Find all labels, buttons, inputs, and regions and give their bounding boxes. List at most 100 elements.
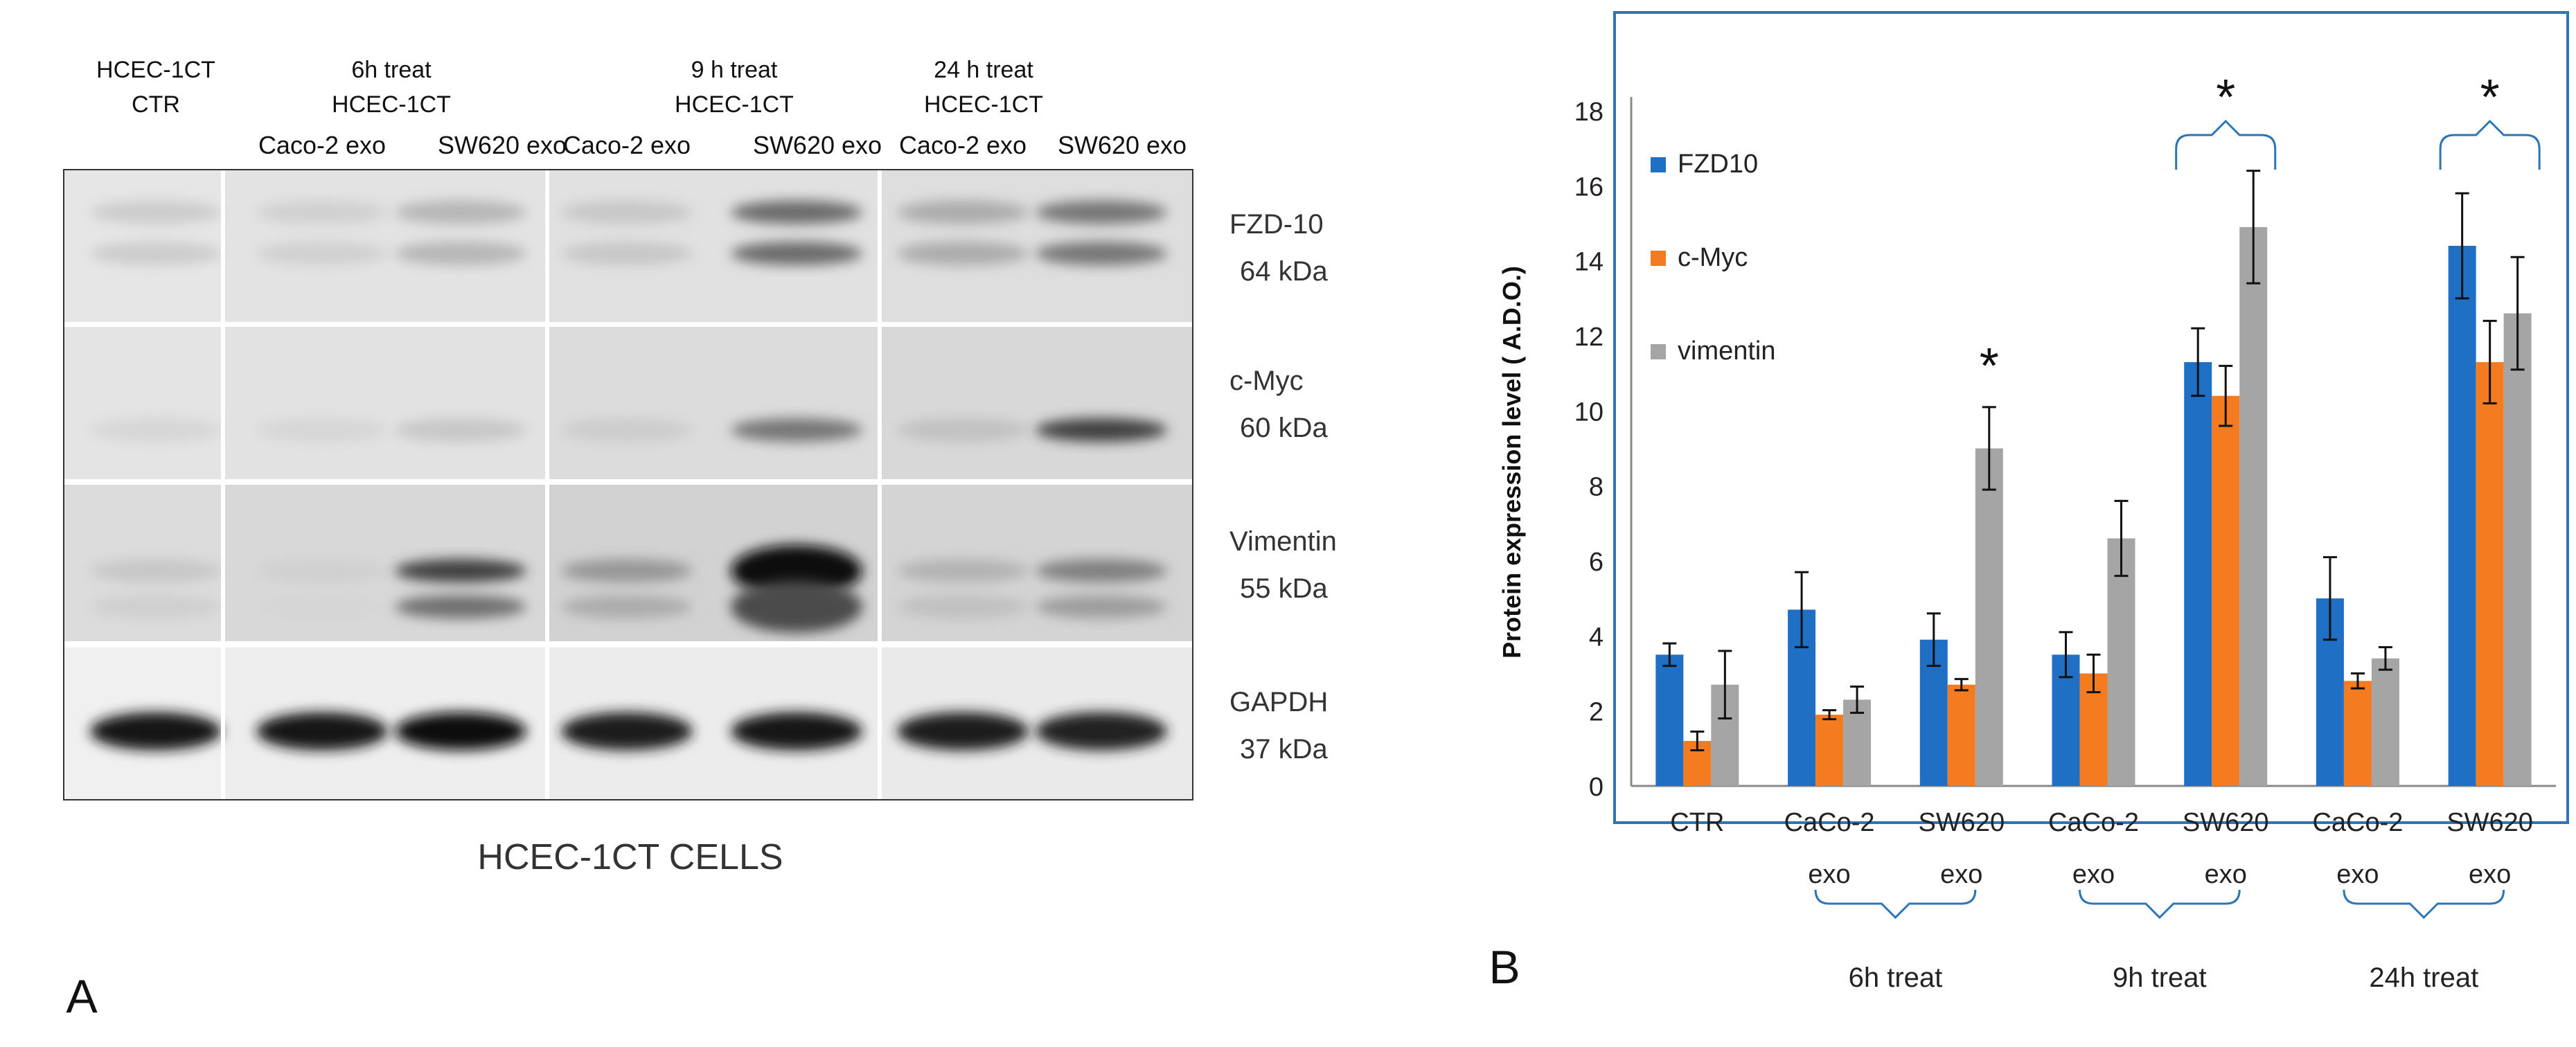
bar-vimentin xyxy=(2239,226,2268,787)
blot-band-name: Vimentin xyxy=(1229,526,1337,557)
y-axis-label: Protein expression level ( A.D.O.) xyxy=(1498,266,1526,659)
blot-group-header-line1: HCEC-1CT xyxy=(96,57,215,83)
x-tick-label: CTR xyxy=(1670,808,1724,837)
x-tick-label-line2: exo xyxy=(1940,860,1982,889)
blot-band xyxy=(731,580,862,633)
blot-lane-label: Caco-2 exo xyxy=(563,131,691,159)
blot-band xyxy=(561,200,693,224)
blot-group-divider xyxy=(545,170,549,800)
bar-c-myc xyxy=(2476,361,2504,786)
blot-band xyxy=(897,559,1029,583)
blot-group-divider xyxy=(221,170,225,800)
blot-band-size: 55 kDa xyxy=(1240,573,1328,604)
blot-band-name: c-Myc xyxy=(1229,366,1304,396)
blot-band xyxy=(897,242,1029,265)
chart-bars xyxy=(1655,226,2532,787)
blot-band xyxy=(731,200,862,224)
blot-strip-gap xyxy=(64,322,1193,327)
blot-group-header-line2: CTR xyxy=(132,91,180,118)
blot-lane-label: SW620 exo xyxy=(438,131,567,159)
blot-lane-label: Caco-2 exo xyxy=(899,131,1027,159)
y-tick-label: 8 xyxy=(1589,473,1604,502)
y-tick-label: 6 xyxy=(1589,548,1604,577)
blot-band xyxy=(1036,242,1167,265)
x-tick-label-line2: exo xyxy=(2469,860,2511,889)
blot-border xyxy=(63,169,1193,800)
blot-band xyxy=(395,559,526,583)
bar-vimentin xyxy=(2503,313,2532,786)
blot-band xyxy=(1036,559,1167,583)
blot-band xyxy=(90,418,222,442)
group-bracket-label: 9h treat xyxy=(2113,963,2207,993)
blot-band xyxy=(256,559,388,583)
blot-lane-label: SW620 exo xyxy=(753,131,882,159)
x-tick-label: CaCo-2 xyxy=(2048,808,2139,837)
x-tick-label-line2: exo xyxy=(1808,860,1850,889)
bar-vimentin xyxy=(1975,448,2003,786)
blot-caption: HCEC-1CT CELLS xyxy=(477,837,783,877)
blot-band xyxy=(1036,418,1167,442)
blot-lane-label: Caco-2 exo xyxy=(258,131,386,159)
blot-group-header-line1: 9 h treat xyxy=(691,57,778,83)
bar-c-myc xyxy=(2212,395,2240,786)
group-bracket-label: 24h treat xyxy=(2369,963,2478,993)
blot-panel-background xyxy=(547,325,880,479)
chart-group-brackets: 6h treat 9h treat 24h treat xyxy=(1814,889,2505,993)
blot-band xyxy=(256,200,388,224)
blot-band-size: 64 kDa xyxy=(1240,256,1328,287)
blot-band xyxy=(731,544,862,597)
blot-strip-gap xyxy=(64,479,1193,484)
blot-band xyxy=(731,712,862,751)
blot-band xyxy=(731,418,862,442)
blot-band xyxy=(90,595,222,619)
x-tick-label-line2: exo xyxy=(2205,860,2247,889)
blot-band xyxy=(1036,595,1167,619)
chart-legend: FZD10 c-Myc vimentin xyxy=(1651,150,1776,366)
blot-band xyxy=(561,418,693,442)
bar-vimentin xyxy=(1843,699,1872,786)
blot-band xyxy=(256,242,388,265)
chart-significance-marks: * * * xyxy=(1980,70,2541,394)
blot-group-headers: HCEC-1CT CTR 6h treat HCEC-1CT 9 h treat HCEC… xyxy=(96,57,1043,118)
x-tick-label-line2: exo xyxy=(2336,860,2379,889)
panel-b-bar-chart: 0 2 4 6 8 10 12 14 16 18 Protein expression level … xyxy=(1489,11,2569,994)
panel-a-western-blot: HCEC-1CT CTR 6h treat HCEC-1CT 9 h treat HCEC… xyxy=(63,57,1337,1023)
bar-vimentin xyxy=(2107,538,2135,786)
blot-lane-label: SW620 exo xyxy=(1058,131,1187,159)
blot-band xyxy=(897,712,1029,751)
blot-panel-background xyxy=(223,325,547,479)
bar-c-myc xyxy=(1815,715,1844,786)
x-tick-label: SW620 xyxy=(2446,808,2533,837)
blot-band-size: 60 kDa xyxy=(1240,413,1328,443)
blot-group-header-line2: HCEC-1CT xyxy=(924,91,1043,118)
legend-swatch xyxy=(1651,251,1666,266)
blot-band xyxy=(395,200,526,224)
blot-strip-gap xyxy=(64,641,1193,646)
significance-bracket xyxy=(2439,119,2541,170)
bar-fzd10 xyxy=(2448,246,2476,786)
blot-group-divider xyxy=(878,170,882,800)
y-tick-label: 0 xyxy=(1589,773,1604,802)
legend-swatch xyxy=(1651,344,1666,359)
x-tick-label: CaCo-2 xyxy=(2312,808,2403,837)
blot-band xyxy=(395,242,526,265)
blot-band xyxy=(897,418,1029,442)
bar-fzd10 xyxy=(1655,654,1684,786)
bar-c-myc xyxy=(1947,684,1975,786)
blot-group-header-line1: 6h treat xyxy=(351,57,432,83)
significance-bracket xyxy=(2175,119,2277,170)
blot-band xyxy=(90,559,222,583)
blot-band xyxy=(1036,200,1167,224)
blot-panel-background xyxy=(880,325,1193,479)
blot-band xyxy=(561,559,693,583)
bar-c-myc xyxy=(2343,681,2372,786)
blot-band-size: 37 kDa xyxy=(1240,734,1328,764)
blot-band xyxy=(395,418,526,442)
blot-band xyxy=(90,242,222,265)
blot-group-header-line1: 24 h treat xyxy=(934,57,1033,83)
y-tick-label: 4 xyxy=(1589,623,1604,652)
blot-band xyxy=(1036,712,1167,751)
blot-band xyxy=(561,712,693,751)
